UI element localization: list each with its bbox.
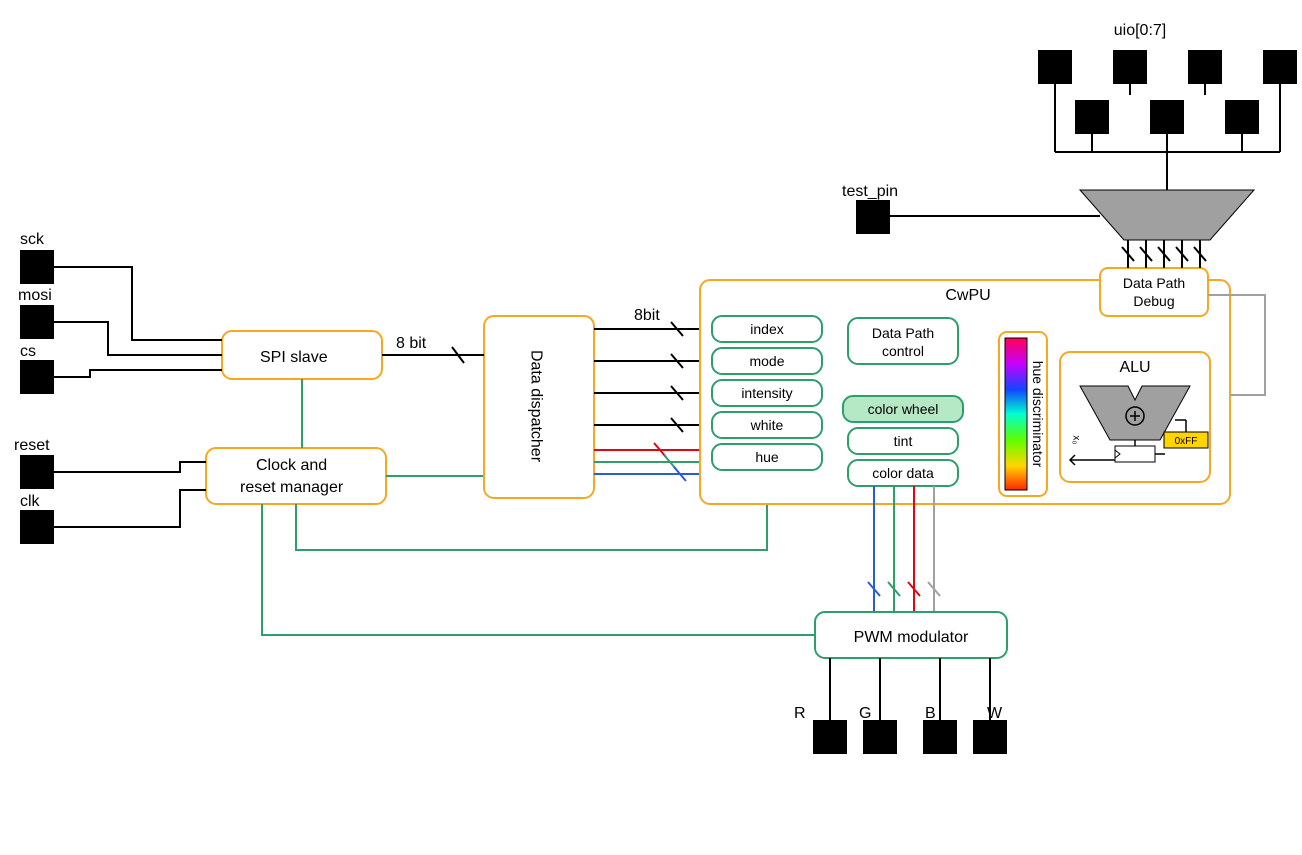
pad-uio-6 [1263,50,1297,84]
mux-to-debug-bus [1122,240,1206,268]
cwpu-registers: index mode intensity white hue [712,316,822,470]
block-color-data-label: color data [872,465,934,481]
bus-label-spi: 8 bit [396,335,427,352]
pad-uio-2 [1113,50,1147,84]
pad-label-B: B [925,705,936,722]
pad-label-testpin: test_pin [842,183,898,200]
block-data-path-debug-label1: Data Path [1123,275,1185,291]
pad-reset [20,455,54,489]
wire-cs-to-spi [54,370,222,377]
reg-mode-label: mode [749,353,784,369]
wire-clkrst-to-pwm [262,504,815,635]
bus-label-dispatch: 8bit [634,307,660,324]
mux-trapezoid-icon [1080,190,1254,240]
pad-testpin [856,200,890,234]
block-clock-reset-label2: reset manager [240,479,344,496]
pad-label-sck: sck [20,231,45,248]
alu-x0-label: x₀ [1071,435,1082,444]
pad-mosi [20,305,54,339]
block-clock-reset-label1: Clock and [256,457,327,474]
output-pads-rgbw: R G B W [794,658,1007,754]
block-spi-slave-label: SPI slave [260,349,328,366]
block-datapath-control-label1: Data Path [872,325,934,341]
pad-R [813,720,847,754]
cwpu-control-stack: Data Path control color wheel tint color… [843,318,963,486]
reg-white-label: white [750,417,784,433]
block-data-path-debug-label2: Debug [1133,293,1174,309]
wire-clk-to-clkrst [54,490,206,527]
block-cwpu-label: CwPU [945,287,990,304]
input-pads-left: sck mosi cs reset clk [14,231,54,544]
block-data-dispatcher-label: Data dispatcher [528,350,545,463]
uio-label: uio[0:7] [1114,22,1166,39]
wire-reset-to-clkrst [54,462,206,472]
pad-uio-5 [1225,100,1259,134]
pad-B [923,720,957,754]
pad-label-cs: cs [20,343,36,360]
pad-G [863,720,897,754]
pad-label-G: G [859,705,871,722]
block-tint-label: tint [894,433,913,449]
pad-clk [20,510,54,544]
pad-label-reset: reset [14,437,50,454]
pad-label-mosi: mosi [18,287,52,304]
block-datapath-control-label2: control [882,343,924,359]
wire-mosi-to-spi [54,322,222,355]
block-color-wheel-label: color wheel [868,401,939,417]
block-pwm-modulator-label: PWM modulator [854,629,969,646]
pad-uio-1 [1075,100,1109,134]
pad-label-W: W [987,705,1003,722]
pad-label-clk: clk [20,493,41,510]
pad-sck [20,250,54,284]
hue-discriminator-bar [1005,338,1027,490]
alu-const-label: 0xFF [1175,436,1198,447]
wire-sck-to-spi [54,267,222,340]
reg-hue-label: hue [755,449,779,465]
pad-uio-3 [1150,100,1184,134]
block-alu: ALU x₀ 0xFF [1060,352,1210,482]
alu-label: ALU [1119,359,1150,376]
reg-intensity-label: intensity [741,385,792,401]
pad-cs [20,360,54,394]
reg-index-label: index [750,321,783,337]
alu-reg-icon [1115,446,1155,462]
block-hue-discriminator: hue discriminator [999,332,1047,496]
pad-uio-0 [1038,50,1072,84]
pad-label-R: R [794,705,806,722]
pad-W [973,720,1007,754]
pad-uio-4 [1188,50,1222,84]
hue-discriminator-label: hue discriminator [1030,361,1046,468]
uio-mux: uio[0:7] [890,22,1297,268]
